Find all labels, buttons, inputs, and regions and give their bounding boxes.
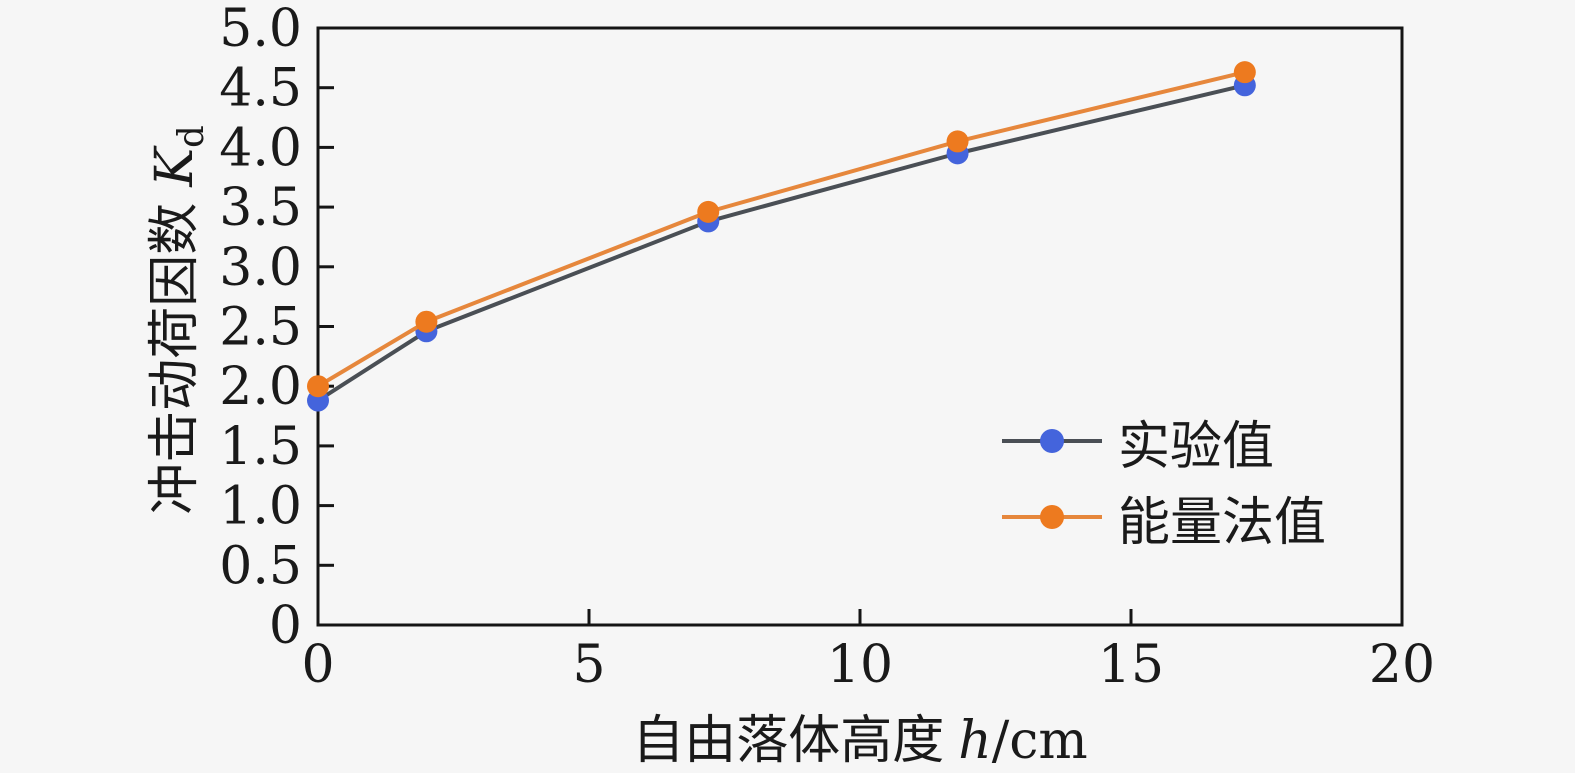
x-axis-title: 自由落体高度 h/cm (632, 698, 1087, 773)
y-tick-label: 3.5 (219, 178, 302, 238)
y-tick-label: 2.5 (219, 298, 302, 358)
x-tick-label: 0 (301, 635, 334, 695)
legend-item-energy-method: 能量法值 (1002, 488, 1326, 553)
y-tick-label: 4.0 (219, 118, 302, 178)
y-tick-label: 3.0 (219, 238, 302, 298)
y-axis-subscript: d (171, 125, 213, 148)
data-point-series-1 (415, 310, 438, 333)
legend-dot-icon (1040, 429, 1064, 453)
x-axis-title-text: 自由落体高度 (632, 711, 945, 771)
data-point-series-1 (307, 375, 329, 398)
y-tick-label: 0.5 (219, 536, 302, 596)
data-point-series-1 (1233, 61, 1256, 84)
y-tick-label: 5.0 (219, 0, 302, 59)
series-line-0 (316, 83, 1246, 403)
y-tick-label: 2.0 (219, 357, 302, 417)
y-tick-label: 1.0 (219, 477, 302, 537)
x-tick-label: 5 (572, 635, 605, 695)
y-tick-label: 4.5 (219, 59, 302, 119)
x-tick-label: 15 (1098, 635, 1164, 695)
x-tick-label: 10 (827, 635, 893, 695)
legend-item-experimental: 实验值 (1002, 412, 1326, 477)
x-axis-variable: h (958, 711, 992, 771)
y-axis-title-text: 冲击动荷因数 (144, 202, 205, 515)
legend-marker-energy-method (1002, 503, 1102, 531)
y-tick-label: 1.5 (219, 417, 302, 477)
x-tick-label: 20 (1369, 635, 1435, 695)
legend-label-experimental: 实验值 (1118, 416, 1275, 477)
y-tick-label: 0 (269, 596, 302, 656)
data-point-series-1 (697, 200, 720, 223)
legend-marker-experimental (1002, 427, 1102, 455)
plot-frame (316, 26, 1404, 627)
y-axis-title: 冲击动荷因数 Kd (132, 125, 212, 515)
legend-label-energy-method: 能量法值 (1118, 492, 1327, 553)
data-point-series-1 (946, 130, 969, 153)
y-axis-variable: K (144, 147, 205, 187)
legend: 实验值 能量法值 (1002, 412, 1326, 553)
legend-dot-icon (1040, 505, 1064, 529)
x-axis-unit: /cm (991, 711, 1088, 771)
